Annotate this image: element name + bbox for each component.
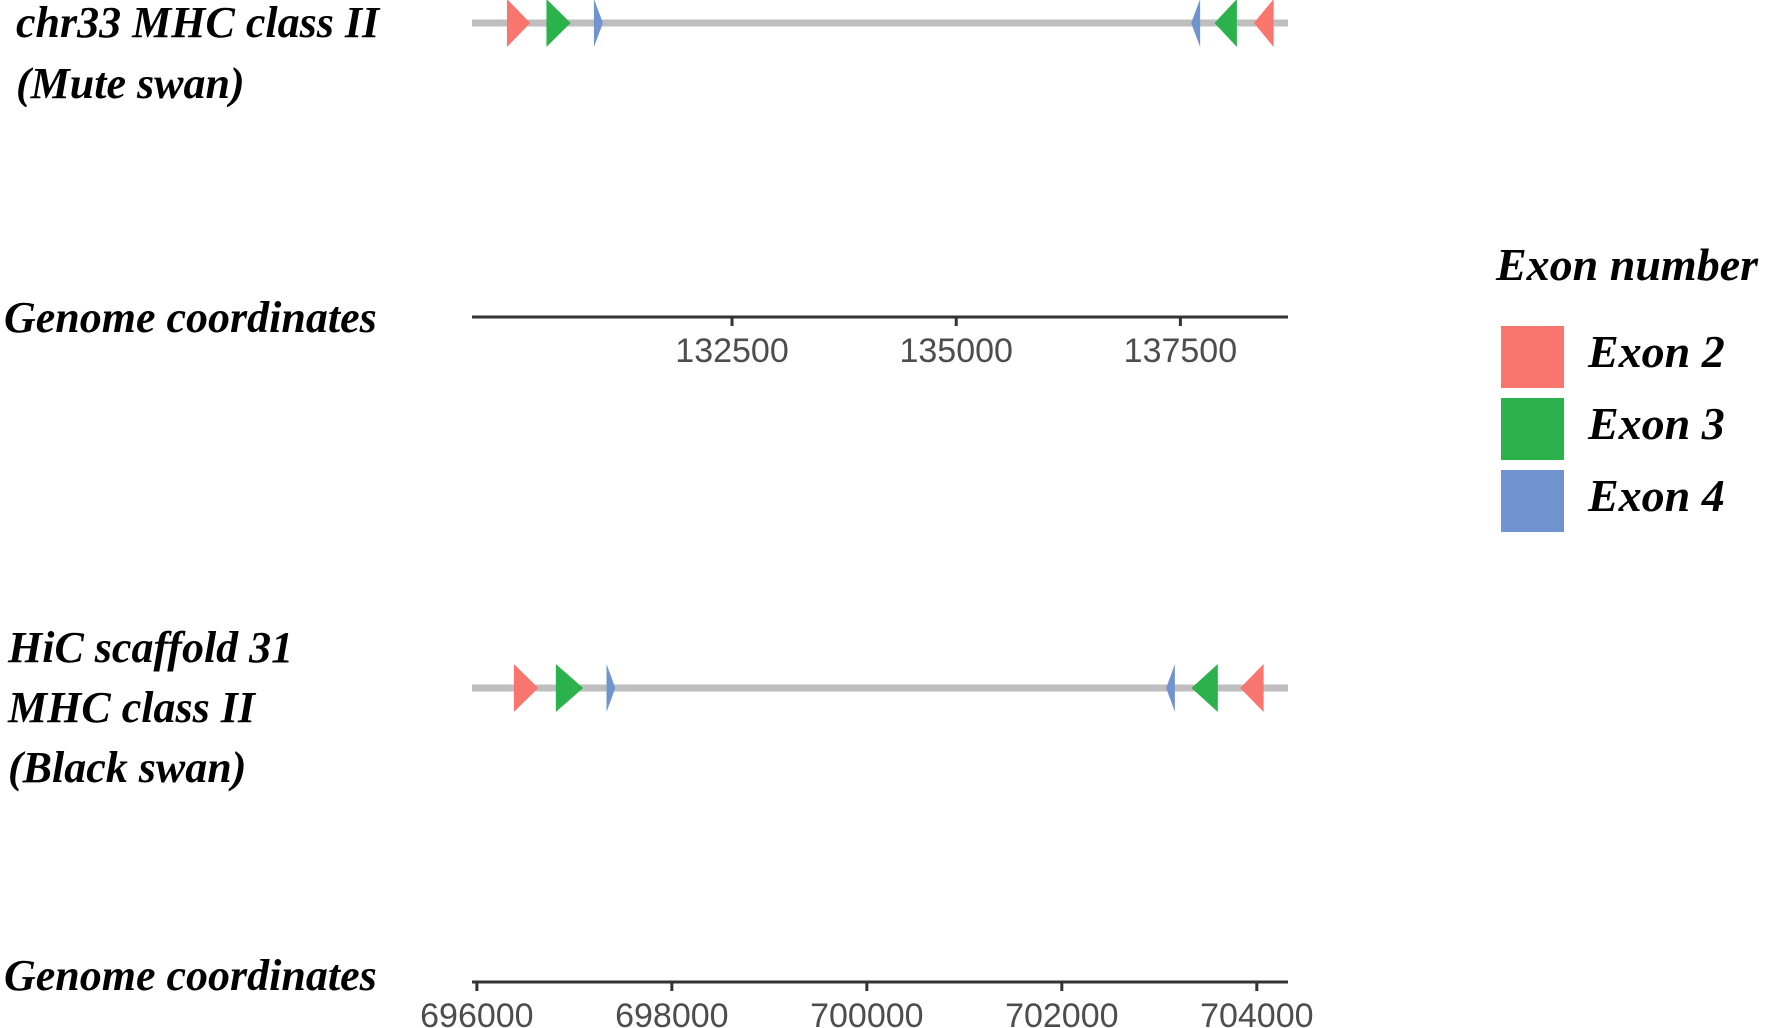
exon-arrow-exon-4 [593,0,603,47]
tick-label: 135000 [899,332,1012,370]
tick-label: 137500 [1124,332,1237,370]
legend-label-exon-4: Exon 4 [1587,470,1725,521]
tick-label: 704000 [1200,997,1313,1028]
exon-arrow-exon-2 [1253,0,1274,47]
exon-arrow-exon-3 [1214,0,1237,47]
exon-arrow-exon-3 [1191,664,1218,712]
legend-label-exon-3: Exon 3 [1587,398,1725,449]
axis-ticks-mute-swan: 132500 135000 137500 [675,317,1237,370]
exon-arrow-exon-4 [606,664,616,712]
exon-arrow-exon-4 [1191,0,1201,47]
tick-label: 698000 [615,997,728,1028]
legend-key-exon-3 [1501,398,1564,460]
exon-arrow-exon-2 [506,0,531,47]
track-black-swan: HiC scaffold 31 MHC class II (Black swan… [7,623,1288,792]
track-label-mute-swan-line-2: (Mute swan) [16,59,245,108]
track-mute-swan: chr33 MHC class II (Mute swan) [16,0,1288,108]
exon-features-mute-swan [506,0,1274,47]
tick-label: 700000 [810,997,923,1028]
axis-mute-swan: Genome coordinates 132500 135000 137500 [4,293,1288,370]
tick-label: 132500 [675,332,788,370]
exon-features-black-swan [513,664,1264,712]
legend-title: Exon number [1495,239,1759,290]
exon-arrow-exon-2 [1240,664,1264,712]
tick-label: 702000 [1005,997,1118,1028]
axis-ticks-black-swan: 696000 698000 700000 702000 704000 [420,982,1314,1028]
axis-label-black-swan: Genome coordinates [4,951,377,1000]
exon-arrow-exon-3 [546,0,571,47]
legend: Exon number Exon 2 Exon 3 Exon 4 [1495,239,1759,532]
legend-label-exon-2: Exon 2 [1587,326,1725,377]
track-label-mute-swan-line-1: chr33 MHC class II [16,0,381,47]
track-label-black-swan-line-3: (Black swan) [8,743,246,792]
axis-black-swan: Genome coordinates 696000 698000 700000 702… [4,951,1314,1028]
axis-label-mute-swan: Genome coordinates [4,293,377,342]
exon-arrow-exon-3 [555,664,584,712]
exon-arrow-exon-2 [513,664,539,712]
tick-label: 696000 [420,997,533,1028]
track-label-black-swan-line-1: HiC scaffold 31 [7,623,293,672]
legend-key-exon-4 [1501,470,1564,532]
track-label-black-swan-line-2: MHC class II [7,683,257,732]
exon-arrow-exon-4 [1166,664,1175,712]
legend-key-exon-2 [1501,326,1564,388]
